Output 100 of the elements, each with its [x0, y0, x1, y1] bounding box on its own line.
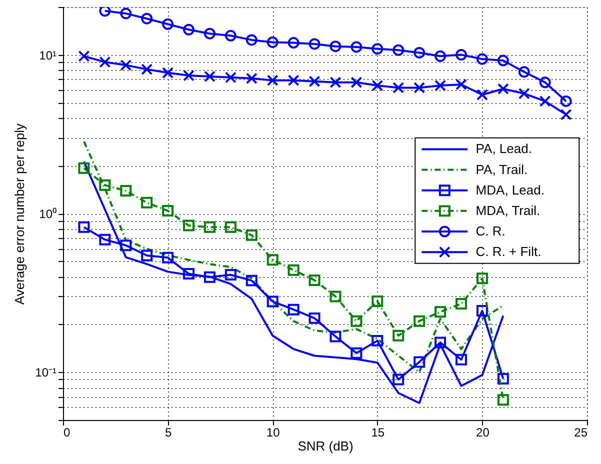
point — [120, 8, 132, 20]
point — [183, 220, 195, 232]
point — [372, 43, 384, 55]
point — [455, 49, 467, 61]
point — [141, 250, 153, 262]
point — [414, 356, 426, 368]
point — [120, 59, 132, 71]
legend-label: MDA, Trail. — [476, 202, 540, 218]
point — [539, 76, 551, 88]
point — [308, 38, 320, 50]
x-axis-title: SNR (dB) — [298, 438, 354, 454]
x-tick-label: 25 — [574, 426, 588, 440]
point — [372, 296, 384, 307]
point — [183, 24, 195, 36]
point — [224, 72, 236, 84]
point — [162, 18, 174, 30]
x-tick-label: 5 — [164, 426, 172, 440]
point — [162, 205, 174, 217]
point — [99, 234, 111, 246]
point — [414, 315, 426, 327]
y-axis-title: Average error number per reply — [12, 122, 28, 305]
point — [560, 108, 572, 120]
legend-label: PA, Trail. — [476, 162, 528, 177]
point — [183, 70, 195, 82]
point — [78, 221, 90, 233]
point — [350, 347, 362, 359]
point — [141, 64, 153, 76]
point — [476, 272, 488, 284]
point — [162, 252, 174, 264]
point — [141, 12, 153, 24]
point — [308, 312, 320, 324]
point — [288, 37, 300, 49]
point — [266, 74, 278, 86]
point — [224, 269, 236, 281]
point — [330, 40, 342, 52]
point — [99, 179, 111, 191]
point — [99, 56, 111, 68]
point — [372, 80, 384, 92]
point — [392, 330, 404, 342]
x-tick-label: 15 — [371, 426, 385, 440]
point — [476, 304, 488, 316]
point — [120, 185, 132, 197]
point — [455, 78, 467, 90]
point — [204, 28, 216, 40]
point — [78, 50, 90, 62]
point — [330, 330, 342, 342]
point — [497, 372, 509, 384]
y-tick-label: 10⁰ — [39, 207, 56, 221]
point — [434, 80, 446, 92]
point — [246, 72, 258, 84]
point — [78, 162, 90, 174]
point — [350, 76, 362, 88]
point — [246, 229, 258, 241]
legend-label: C. R. + Filt. — [476, 244, 542, 260]
point — [246, 34, 258, 46]
point — [350, 41, 362, 53]
y-tick-label: 10¹ — [39, 48, 57, 62]
point — [476, 53, 488, 65]
point — [497, 54, 509, 66]
point — [288, 304, 300, 316]
point — [266, 296, 278, 308]
point — [539, 95, 551, 107]
point — [330, 76, 342, 88]
point — [392, 44, 404, 56]
point — [434, 336, 446, 348]
point — [414, 82, 426, 94]
x-tick-label: 20 — [476, 426, 490, 440]
point — [455, 298, 467, 310]
point — [288, 74, 300, 86]
point — [518, 88, 530, 100]
point — [162, 67, 174, 79]
point — [141, 196, 153, 208]
legend-label: C. R. — [476, 224, 506, 239]
point — [99, 7, 111, 17]
point — [224, 221, 236, 233]
legend-label: PA, Lead. — [476, 141, 532, 156]
point — [246, 274, 258, 286]
point — [204, 221, 216, 233]
point — [497, 83, 509, 95]
y-tick-label: 10⁻¹ — [35, 366, 57, 380]
point — [288, 264, 300, 276]
point — [224, 30, 236, 42]
point — [434, 50, 446, 62]
point — [455, 354, 467, 366]
point — [414, 47, 426, 58]
point — [392, 374, 404, 386]
point — [476, 89, 488, 100]
point — [308, 274, 320, 286]
point — [308, 76, 320, 88]
point — [434, 306, 446, 318]
x-tick-label: 10 — [266, 426, 280, 440]
point — [350, 315, 362, 327]
point — [266, 36, 278, 48]
point — [204, 271, 216, 283]
point — [204, 70, 216, 82]
legend-label: MDA, Lead. — [476, 182, 544, 198]
point — [392, 82, 404, 94]
x-tick-label: 0 — [64, 426, 70, 440]
point — [372, 334, 384, 346]
point — [518, 66, 530, 78]
